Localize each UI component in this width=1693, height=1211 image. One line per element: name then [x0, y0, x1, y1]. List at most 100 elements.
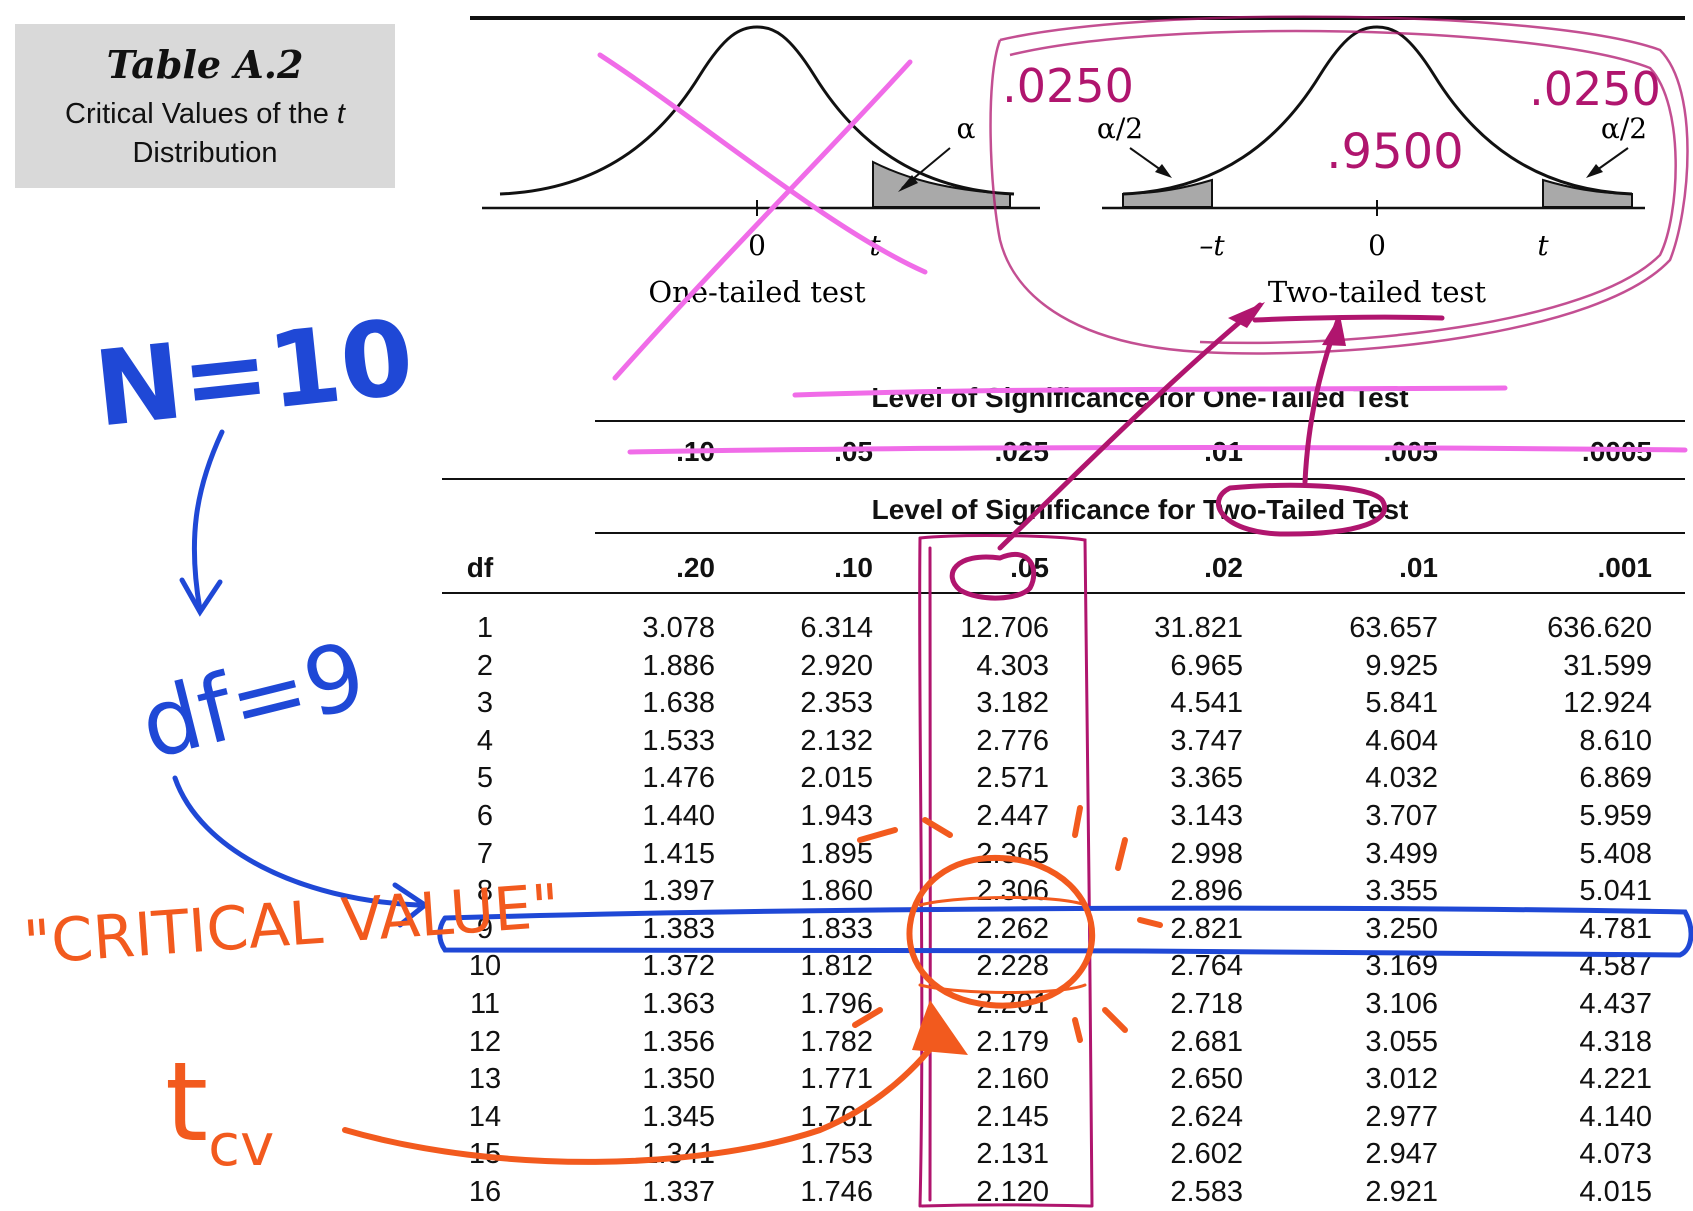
value-cell: 1.771: [800, 1063, 873, 1096]
value-cell: 2.306: [976, 875, 1049, 908]
value-cell: 2.228: [976, 950, 1049, 983]
value-cell: 1.363: [642, 988, 715, 1020]
annotation-n: N=10: [89, 296, 419, 451]
df-cell: 12: [468, 1025, 502, 1058]
one-tailed-curve: [499, 25, 1015, 196]
df-cell: 5: [476, 762, 494, 795]
value-cell: 3.012: [1365, 1063, 1438, 1096]
value-cell: 2.977: [1365, 1100, 1438, 1133]
value-cell: 4.604: [1365, 724, 1438, 757]
value-cell: 3.169: [1365, 950, 1438, 983]
alpha-half-left: α/2: [1097, 112, 1143, 145]
value-cell: 3.055: [1365, 1025, 1438, 1058]
value-cell: 4.318: [1579, 1025, 1652, 1058]
df-cell: 7: [476, 837, 494, 870]
value-cell: 1.746: [800, 1176, 873, 1208]
value-cell: 1.337: [642, 1176, 715, 1208]
two-tailed-ellipse: [989, 15, 1689, 355]
value-cell: 1.397: [642, 875, 715, 908]
df-cell: 3: [476, 687, 494, 720]
rule-header-bottom: [442, 592, 1685, 594]
df-cell: 9: [476, 912, 494, 945]
value-cell: 2.681: [1170, 1025, 1243, 1058]
value-cell: 636.620: [1547, 612, 1652, 644]
two-tailed-level: .10: [834, 552, 873, 583]
value-cell: 1.476: [642, 762, 715, 795]
one-tailed-level: .025: [994, 436, 1050, 467]
magenta-arrowhead-2: [1322, 315, 1346, 346]
annotation-right-tail: .0250: [1529, 62, 1661, 116]
value-cell: 2.764: [1170, 950, 1243, 983]
value-cell: 2.262: [976, 912, 1049, 945]
value-cell: 3.106: [1365, 988, 1438, 1020]
one-tailed-level: .01: [1204, 436, 1243, 467]
value-cell: 1.796: [800, 988, 873, 1020]
value-cell: 1.533: [642, 724, 715, 757]
df-cell: 4: [476, 724, 494, 757]
df-cell: 8: [476, 875, 494, 908]
value-cell: 4.073: [1579, 1138, 1652, 1171]
value-cell: 3.365: [1170, 762, 1243, 795]
value-cell: 2.718: [1170, 988, 1243, 1020]
magenta-marks: [918, 302, 1445, 1208]
value-cell: 2.624: [1170, 1100, 1243, 1133]
row-9-highlight: [437, 905, 1693, 958]
value-cell: 4.437: [1579, 988, 1652, 1020]
value-cell: 1.383: [642, 912, 715, 945]
value-cell: 1.895: [800, 837, 873, 870]
value-cell: 1.753: [800, 1138, 873, 1171]
value-cell: 5.408: [1579, 837, 1652, 870]
value-cell: 2.921: [1365, 1176, 1438, 1208]
value-cell: 6.965: [1170, 649, 1243, 682]
orange-arrowhead: [912, 1000, 968, 1055]
value-cell: 5.841: [1365, 687, 1438, 720]
value-cell: 2.120: [976, 1176, 1049, 1208]
value-cell: 2.571: [976, 762, 1049, 795]
one-tailed-zero: 0: [748, 229, 766, 262]
value-cell: 3.143: [1170, 800, 1243, 832]
annotation-center: .9500: [1326, 124, 1463, 180]
value-cell: 2.179: [976, 1025, 1049, 1058]
two-tailed-t: t: [1537, 229, 1549, 262]
value-cell: 1.833: [800, 912, 873, 945]
value-cell: 3.355: [1365, 875, 1438, 908]
value-cell: 12.706: [960, 612, 1049, 644]
value-cell: 1.812: [800, 950, 873, 983]
value-cell: 2.353: [800, 687, 873, 720]
value-cell: 6.869: [1579, 762, 1652, 795]
value-cell: 1.372: [642, 950, 715, 983]
value-cell: 4.140: [1579, 1100, 1652, 1133]
value-cell: 2.447: [976, 800, 1049, 832]
top-rule: [470, 16, 1685, 20]
value-cell: 1.886: [642, 649, 715, 682]
value-cell: 2.160: [976, 1063, 1049, 1096]
value-cell: 1.350: [642, 1063, 715, 1096]
annotation-tcv: tcv: [165, 1038, 274, 1179]
rule-one-tailed: [595, 420, 1685, 422]
two-tailed-level: .001: [1597, 552, 1653, 583]
pink-cross-out: [597, 52, 1688, 455]
value-cell: 31.821: [1154, 612, 1243, 644]
value-cell: 2.015: [800, 762, 873, 795]
value-cell: 3.250: [1365, 912, 1438, 945]
value-cell: 5.041: [1579, 875, 1652, 908]
orange-marks: [342, 805, 1163, 1165]
table-subtitle: Critical Values of the t Distribution: [65, 98, 345, 169]
value-cell: 1.440: [642, 800, 715, 832]
two-tailed-level: .02: [1204, 552, 1243, 583]
value-cell: 3.499: [1365, 837, 1438, 870]
value-cell: 3.182: [976, 687, 1049, 720]
value-cell: 3.078: [642, 612, 715, 644]
rule-two-tailed-top: [442, 478, 1685, 480]
value-cell: 2.821: [1170, 912, 1243, 945]
column-box: [918, 534, 1094, 1208]
value-cell: 1.943: [800, 800, 873, 832]
value-cell: 12.924: [1563, 687, 1652, 720]
value-cell: 63.657: [1349, 612, 1438, 644]
annotation-critical-value: "CRITICAL VALUE": [21, 871, 561, 978]
value-cell: 2.776: [976, 724, 1049, 757]
value-cell: 4.015: [1579, 1176, 1652, 1208]
table-title: Table A.2: [106, 42, 304, 87]
two-tailed-caption: Two-tailed test: [1268, 275, 1487, 309]
alpha-half-right: α/2: [1601, 112, 1647, 145]
